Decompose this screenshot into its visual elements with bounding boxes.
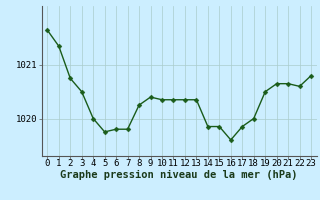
X-axis label: Graphe pression niveau de la mer (hPa): Graphe pression niveau de la mer (hPa): [60, 170, 298, 180]
